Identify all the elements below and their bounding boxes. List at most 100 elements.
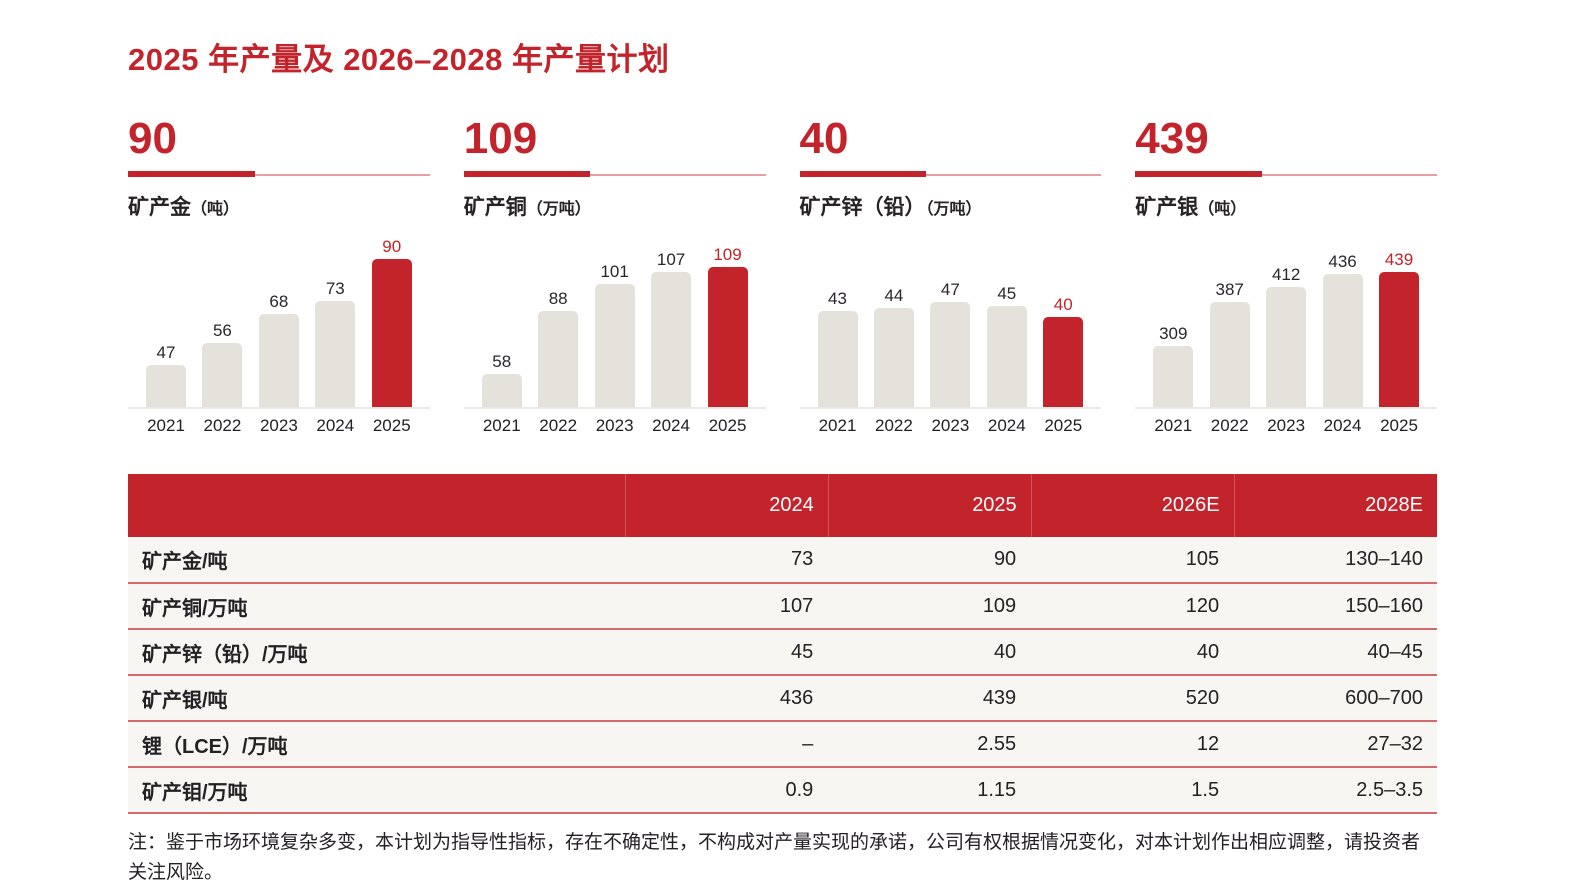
bar-column: 58 bbox=[479, 353, 525, 407]
cell-2026e: 12 bbox=[1030, 721, 1235, 768]
cell-2026e: 105 bbox=[1030, 537, 1235, 584]
bar bbox=[707, 267, 748, 407]
chart-metric-name: 矿产银 bbox=[1135, 196, 1199, 219]
year-label: 2023 bbox=[1267, 416, 1306, 435]
table-row-zinc-lead: 矿产锌（铅）/万吨 45 40 40 40–45 bbox=[128, 629, 1437, 676]
bar bbox=[1209, 302, 1250, 407]
plot-area: 43 44 47 45 40 bbox=[799, 233, 1102, 409]
table-row-copper: 矿产铜/万吨 107 109 120 150–160 bbox=[128, 583, 1437, 630]
chart-metric-name: 矿产金 bbox=[128, 196, 191, 219]
bar bbox=[873, 308, 914, 407]
bar bbox=[371, 259, 412, 407]
charts-row: 90 矿产金（吨） 47 56 68 73 90 2021 2022 2023 … bbox=[128, 117, 1437, 436]
chart-silver: 439 矿产银（吨） 309 387 412 436 439 2021 2022… bbox=[1135, 117, 1437, 436]
bar-value: 107 bbox=[656, 250, 686, 269]
bar bbox=[1043, 317, 1084, 407]
cell-2026e: 120 bbox=[1030, 583, 1235, 630]
bar bbox=[651, 272, 692, 407]
table-row-silver: 矿产银/吨 436 439 520 600–700 bbox=[128, 675, 1437, 722]
chart-title: 矿产铜（万吨） bbox=[464, 191, 766, 221]
bar-value: 412 bbox=[1271, 265, 1301, 284]
bar bbox=[986, 306, 1027, 407]
cell-2024: 73 bbox=[624, 537, 829, 584]
year-label: 2025 bbox=[708, 416, 747, 435]
table-row-molybdenum: 矿产钼/万吨 0.9 1.15 1.5 2.5–3.5 bbox=[128, 767, 1437, 814]
cell-2028e: 130–140 bbox=[1233, 537, 1437, 584]
bar-column: 109 bbox=[705, 246, 751, 407]
row-label: 锂（LCE）/万吨 bbox=[128, 721, 626, 768]
bar-value: 40 bbox=[1053, 295, 1073, 314]
year-label: 2023 bbox=[931, 416, 970, 435]
rule-accent-segment bbox=[463, 171, 591, 177]
year-label: 2024 bbox=[1323, 416, 1362, 435]
cell-2024: 0.9 bbox=[624, 767, 829, 814]
bar-value: 73 bbox=[325, 279, 345, 298]
table-header-row: 2024 2025 2026E 2028E bbox=[128, 474, 1437, 537]
bar-value: 45 bbox=[997, 284, 1017, 303]
bar-column: 101 bbox=[592, 263, 638, 407]
row-label: 矿产铜/万吨 bbox=[128, 583, 626, 630]
rule-thin-line bbox=[463, 174, 766, 176]
table-header-label bbox=[128, 474, 626, 537]
bar-value: 101 bbox=[600, 262, 629, 281]
chart-title: 矿产锌（铅）（万吨） bbox=[800, 191, 1102, 221]
bar-value: 47 bbox=[156, 343, 176, 362]
headline-rule bbox=[1135, 171, 1437, 177]
bar-column: 44 bbox=[871, 287, 917, 407]
cell-2024: 436 bbox=[624, 675, 829, 722]
row-label: 矿产锌（铅）/万吨 bbox=[128, 629, 626, 676]
x-axis-labels: 2021 2022 2023 2024 2025 bbox=[128, 416, 430, 436]
chart-unit: （吨） bbox=[191, 201, 240, 218]
year-label: 2022 bbox=[875, 416, 913, 435]
bar bbox=[817, 311, 858, 407]
bar-column: 47 bbox=[143, 344, 189, 407]
rule-thin-line bbox=[799, 174, 1102, 176]
year-label: 2022 bbox=[203, 416, 242, 435]
bar-value: 68 bbox=[269, 292, 289, 311]
x-axis-labels: 2021 2022 2023 2024 2025 bbox=[1135, 416, 1437, 436]
cell-2028e: 150–160 bbox=[1233, 583, 1437, 630]
table-header-2024: 2024 bbox=[624, 474, 829, 537]
chart-headline: 40 bbox=[799, 114, 849, 163]
bar bbox=[481, 374, 522, 407]
chart-unit: （万吨） bbox=[526, 201, 591, 218]
bar-value: 109 bbox=[713, 245, 742, 264]
bar-value: 90 bbox=[382, 237, 402, 256]
bar-column: 68 bbox=[256, 293, 302, 407]
bar-value: 44 bbox=[884, 286, 904, 305]
year-label: 2022 bbox=[1210, 416, 1249, 435]
plot-area: 58 88 101 107 109 bbox=[463, 233, 766, 409]
cell-2026e: 1.5 bbox=[1030, 767, 1235, 814]
chart-unit: （吨） bbox=[1198, 201, 1247, 218]
year-label: 2021 bbox=[818, 416, 857, 435]
year-label: 2023 bbox=[259, 416, 298, 435]
table-header-2025: 2025 bbox=[827, 474, 1032, 537]
chart-copper: 109 矿产铜（万吨） 58 88 101 107 109 2021 2022 … bbox=[463, 114, 766, 436]
cell-2025: 1.15 bbox=[827, 767, 1032, 814]
cell-2025: 109 bbox=[827, 583, 1032, 630]
bar-column: 45 bbox=[984, 285, 1030, 407]
cell-2025: 40 bbox=[827, 629, 1032, 676]
bar-column: 107 bbox=[648, 251, 694, 407]
cell-2024: 107 bbox=[624, 583, 829, 630]
cell-2024: 45 bbox=[624, 629, 829, 676]
chart-title: 矿产金（吨） bbox=[128, 191, 430, 221]
cell-2024: – bbox=[624, 721, 829, 768]
bar-column: 90 bbox=[369, 238, 415, 407]
chart-headline: 109 bbox=[463, 114, 538, 163]
bar-column: 88 bbox=[535, 290, 581, 407]
year-label: 2025 bbox=[1380, 416, 1418, 435]
bar-value: 43 bbox=[828, 289, 847, 308]
chart-unit: （万吨） bbox=[925, 201, 982, 218]
bar-value: 88 bbox=[548, 289, 568, 308]
cell-2025: 439 bbox=[827, 675, 1032, 722]
chart-metric-name: 矿产锌（铅） bbox=[799, 196, 926, 219]
table-row-lithium: 锂（LCE）/万吨 – 2.55 12 27–32 bbox=[128, 721, 1437, 768]
rule-accent-segment bbox=[1135, 171, 1262, 177]
footnote: 注：鉴于市场环境复杂多变，本计划为指导性指标，存在不确定性，不构成对产量实现的承… bbox=[128, 832, 1421, 884]
table-row-gold: 矿产金/吨 73 90 105 130–140 bbox=[128, 537, 1437, 584]
bar-value: 387 bbox=[1215, 280, 1244, 299]
bar bbox=[258, 314, 299, 407]
year-label: 2021 bbox=[147, 416, 185, 435]
